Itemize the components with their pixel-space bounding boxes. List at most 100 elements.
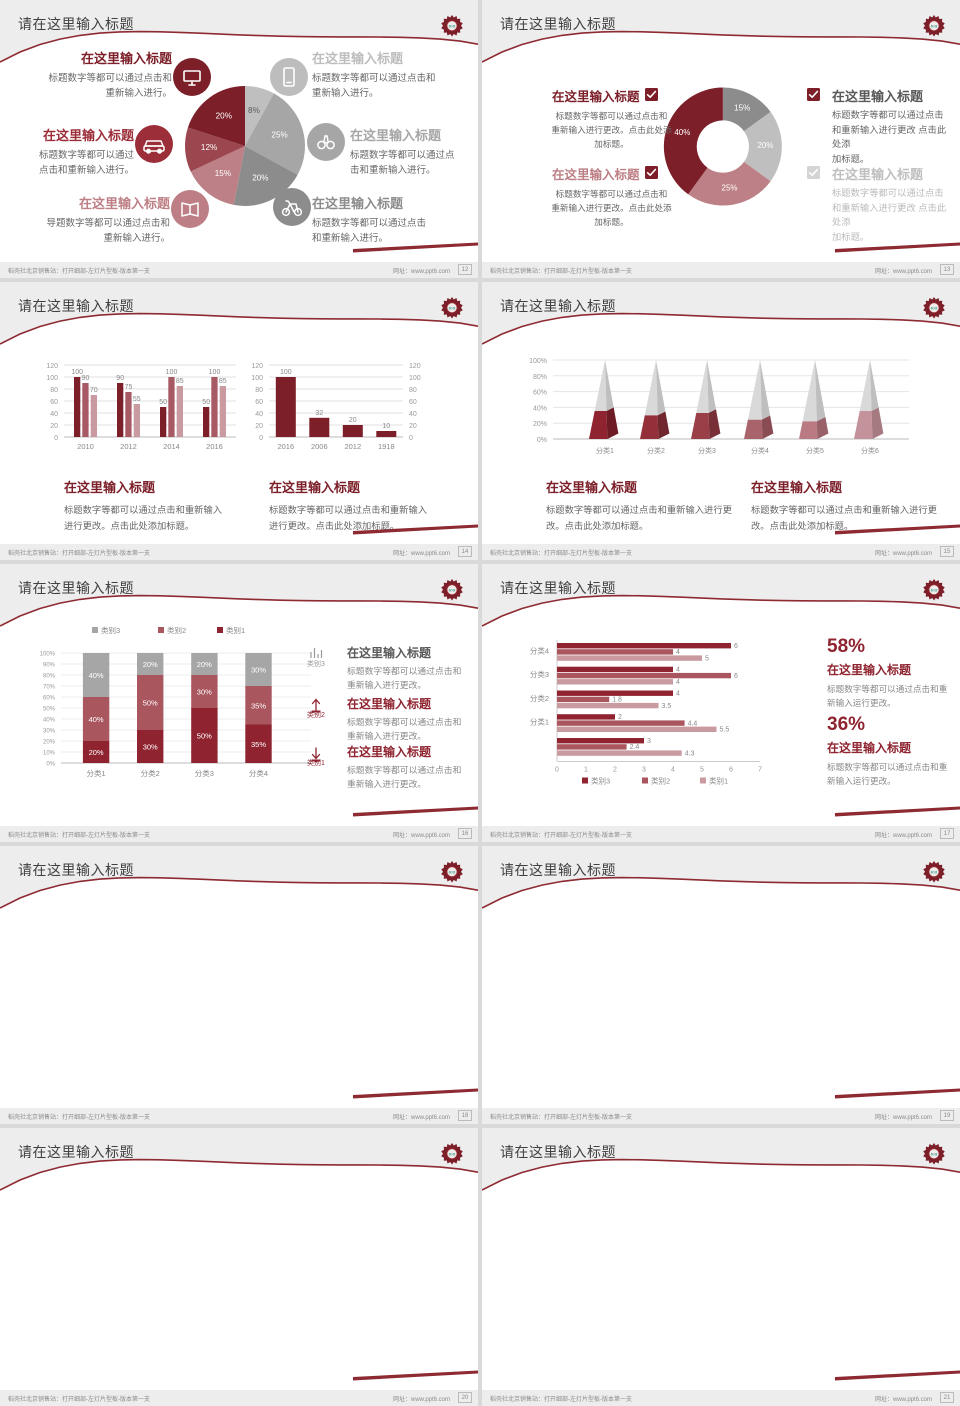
svg-text:120: 120 — [409, 363, 421, 370]
svg-text:4: 4 — [671, 767, 675, 774]
svg-text:100%: 100% — [529, 358, 547, 365]
svg-text:80: 80 — [255, 387, 263, 394]
svg-text:4: 4 — [676, 649, 680, 656]
svg-text:4: 4 — [676, 667, 680, 674]
svg-text:100: 100 — [251, 375, 263, 382]
svg-text:2006: 2006 — [311, 442, 328, 451]
svg-text:««: «« — [448, 305, 456, 312]
svg-text:类别3: 类别3 — [307, 659, 325, 668]
svg-text:20: 20 — [409, 423, 417, 430]
svg-text:90: 90 — [82, 375, 90, 382]
svg-text:7: 7 — [758, 767, 762, 774]
svg-text:40%: 40% — [533, 405, 547, 412]
svg-text:1.8: 1.8 — [612, 697, 622, 704]
svg-text:3: 3 — [642, 767, 646, 774]
svg-text:2012: 2012 — [344, 442, 361, 451]
svg-text:分类4: 分类4 — [751, 446, 769, 455]
svg-text:2: 2 — [618, 714, 622, 721]
svg-text:20: 20 — [349, 417, 357, 424]
svg-text:40%: 40% — [674, 128, 690, 137]
svg-text:分类2: 分类2 — [530, 693, 549, 703]
svg-text:0%: 0% — [537, 437, 547, 444]
svg-text:分类1: 分类1 — [530, 717, 549, 727]
svg-text:100: 100 — [409, 375, 421, 382]
svg-text:120: 120 — [251, 363, 263, 370]
svg-text:32: 32 — [315, 410, 323, 417]
svg-text:««: «« — [448, 23, 456, 30]
svg-text:40: 40 — [50, 411, 58, 418]
svg-text:2012: 2012 — [120, 442, 137, 451]
svg-text:««: «« — [930, 1151, 938, 1158]
svg-text:分类5: 分类5 — [806, 446, 824, 455]
svg-text:««: «« — [930, 305, 938, 312]
svg-text:50: 50 — [159, 399, 167, 406]
svg-text:80%: 80% — [533, 374, 547, 381]
svg-text:100: 100 — [209, 369, 221, 376]
svg-text:5: 5 — [700, 767, 704, 774]
svg-text:2014: 2014 — [163, 442, 180, 451]
svg-text:15%: 15% — [734, 103, 750, 112]
svg-text:40: 40 — [409, 411, 417, 418]
svg-text:20: 20 — [255, 423, 263, 430]
svg-text:««: «« — [930, 869, 938, 876]
svg-text:25%: 25% — [722, 183, 738, 192]
svg-text:2016: 2016 — [277, 442, 294, 451]
svg-text:0: 0 — [54, 435, 58, 442]
svg-text:6: 6 — [729, 767, 733, 774]
svg-text:6: 6 — [734, 673, 738, 680]
svg-text:80: 80 — [409, 387, 417, 394]
svg-text:4: 4 — [676, 679, 680, 686]
svg-text:««: «« — [930, 23, 938, 30]
svg-text:100: 100 — [166, 369, 178, 376]
svg-text:80: 80 — [50, 387, 58, 394]
svg-text:120: 120 — [46, 363, 58, 370]
svg-text:100: 100 — [46, 375, 58, 382]
svg-text:2.4: 2.4 — [630, 744, 640, 751]
svg-text:分类3: 分类3 — [698, 446, 716, 455]
svg-text:类别3: 类别3 — [591, 776, 610, 786]
svg-text:««: «« — [448, 869, 456, 876]
svg-text:0: 0 — [409, 435, 413, 442]
svg-text:2010: 2010 — [77, 442, 94, 451]
svg-text:70: 70 — [90, 387, 98, 394]
svg-text:50: 50 — [202, 399, 210, 406]
svg-text:20%: 20% — [757, 141, 773, 150]
svg-text:3: 3 — [647, 738, 651, 745]
svg-text:6: 6 — [734, 643, 738, 650]
svg-text:60: 60 — [255, 399, 263, 406]
svg-text:90: 90 — [116, 375, 124, 382]
svg-text:10: 10 — [382, 423, 390, 430]
svg-text:20%: 20% — [533, 421, 547, 428]
svg-text:类别1: 类别1 — [709, 776, 728, 786]
svg-text:««: «« — [930, 587, 938, 594]
svg-text:60: 60 — [50, 399, 58, 406]
svg-text:类别1: 类别1 — [307, 758, 325, 767]
svg-text:分类1: 分类1 — [596, 446, 614, 455]
svg-text:分类6: 分类6 — [861, 446, 879, 455]
svg-text:85: 85 — [176, 378, 184, 385]
svg-text:分类4: 分类4 — [530, 645, 549, 655]
svg-text:40: 40 — [255, 411, 263, 418]
svg-text:5: 5 — [705, 655, 709, 662]
svg-text:4: 4 — [676, 691, 680, 698]
svg-text:55: 55 — [133, 396, 141, 403]
svg-text:60: 60 — [409, 399, 417, 406]
svg-text:4.4: 4.4 — [688, 720, 698, 727]
svg-text:1: 1 — [584, 767, 588, 774]
svg-text:分类3: 分类3 — [530, 669, 549, 679]
svg-text:85: 85 — [219, 378, 227, 385]
svg-text:3.5: 3.5 — [662, 703, 672, 710]
svg-text:分类2: 分类2 — [647, 446, 665, 455]
svg-text:类别2: 类别2 — [307, 710, 325, 719]
svg-text:100: 100 — [280, 369, 292, 376]
svg-text:60%: 60% — [533, 390, 547, 397]
svg-text:0: 0 — [555, 767, 559, 774]
svg-text:5.5: 5.5 — [720, 727, 730, 734]
svg-text:75: 75 — [125, 384, 133, 391]
svg-text:0: 0 — [259, 435, 263, 442]
svg-text:2: 2 — [613, 767, 617, 774]
svg-text:类别2: 类别2 — [651, 776, 670, 786]
svg-text:««: «« — [448, 1151, 456, 1158]
svg-text:1918: 1918 — [378, 442, 395, 451]
svg-text:20: 20 — [50, 423, 58, 430]
